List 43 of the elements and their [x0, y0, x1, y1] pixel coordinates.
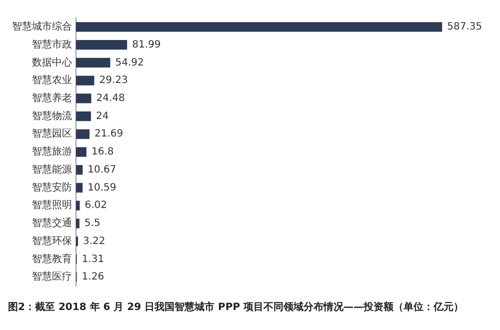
bar: [76, 76, 94, 86]
y-tick-label: 智慧市政: [32, 38, 72, 50]
data-label: 5.5: [84, 218, 100, 230]
data-label: 21.69: [94, 128, 124, 140]
bar: [76, 165, 83, 175]
bar: [76, 111, 91, 122]
y-tick-label: 智慧照明: [32, 199, 72, 212]
y-tick-label: 智慧园区: [32, 128, 72, 140]
data-label: 10.67: [88, 164, 116, 176]
y-tick-label: 智慧安防: [32, 181, 72, 194]
bar: [76, 40, 128, 50]
bar: [76, 200, 80, 210]
y-tick-label: 智慧能源: [32, 163, 72, 176]
y-tick-label: 智慧农业: [32, 74, 72, 86]
data-label: 6.02: [84, 200, 108, 212]
bar: [76, 94, 92, 104]
y-tick-label: 智慧教育: [32, 252, 72, 265]
data-label: 24: [96, 110, 109, 122]
y-tick-label: 智慧养老: [32, 92, 72, 104]
y-tick-label: 智慧物流: [32, 110, 72, 122]
y-tick-label: 智慧医疗: [32, 270, 72, 283]
y-tick-label: 数据中心: [32, 56, 72, 68]
data-label: 587.35: [447, 22, 482, 33]
bar: [76, 147, 86, 157]
bar: [76, 58, 110, 68]
y-tick-label: 智慧交通: [32, 217, 72, 230]
bar: [76, 218, 80, 228]
bar: [76, 182, 83, 193]
text: 图2：截至 2018 年 6 月 29 日我国智慧城市 PPP 项目不同领域分布情况——投资额（单位：亿元）: [8, 300, 465, 314]
data-label: 16.8: [91, 146, 114, 158]
data-label: 1.26: [82, 272, 104, 283]
data-label: 54.92: [115, 57, 144, 68]
data-label: 3.22: [83, 236, 106, 247]
bar: [76, 22, 442, 32]
y-tick-label: 智慧环保: [32, 234, 72, 247]
y-tick-label: 智慧旅游: [32, 146, 72, 158]
data-label: 81.99: [132, 39, 161, 50]
data-label: 1.31: [82, 254, 104, 265]
data-label: 10.59: [88, 182, 116, 194]
data-label: 29.23: [99, 75, 128, 86]
bar: [76, 129, 90, 139]
data-label: 24.48: [96, 92, 125, 104]
y-tick-label: 智慧城市综合: [12, 20, 72, 33]
